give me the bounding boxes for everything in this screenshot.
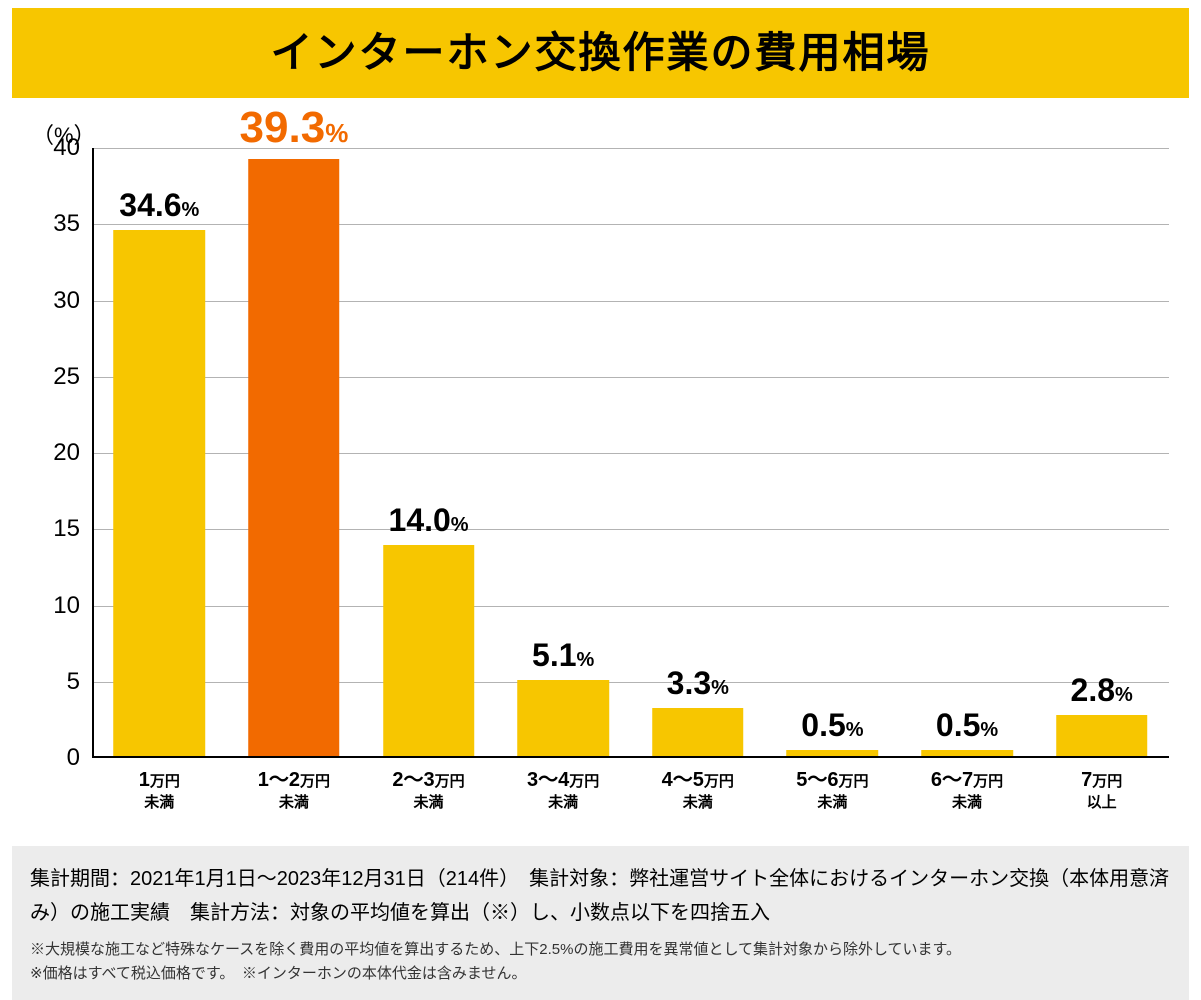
bar	[383, 545, 475, 759]
bar-slot: 0.5%	[765, 148, 900, 758]
bar	[248, 159, 340, 758]
x-tick-label: 6～7万円未満	[900, 768, 1035, 812]
y-tick-label: 35	[53, 210, 80, 238]
x-tick-label: 1万円未満	[92, 768, 227, 812]
bar-value-label: 34.6%	[119, 187, 199, 224]
x-axis-line	[92, 756, 1169, 758]
bar	[652, 708, 744, 758]
y-tick-label: 5	[67, 668, 80, 696]
bar-value-label: 0.5%	[936, 707, 998, 744]
footer-notes: 集計期間：2021年1月1日～2023年12月31日（214件） 集計対象：弊社…	[12, 846, 1189, 1000]
y-tick-label: 15	[53, 515, 80, 543]
bar-value-label: 0.5%	[801, 707, 863, 744]
y-tick-label: 0	[67, 744, 80, 772]
bar-value-label: 5.1%	[532, 637, 594, 674]
bar-slot: 39.3%	[227, 148, 362, 758]
x-tick-label: 7万円以上	[1034, 768, 1169, 812]
bar-value-label: 3.3%	[667, 665, 729, 702]
x-tick-label: 5～6万円未満	[765, 768, 900, 812]
y-tick-label: 25	[53, 363, 80, 391]
bar-value-label: 39.3%	[240, 103, 349, 153]
bar-slot: 5.1%	[496, 148, 631, 758]
y-tick-label: 20	[53, 439, 80, 467]
x-tick-label: 1～2万円未満	[227, 768, 362, 812]
x-tick-label: 4～5万円未満	[631, 768, 766, 812]
bar-slot: 34.6%	[92, 148, 227, 758]
bar	[114, 230, 206, 758]
bar-slot: 2.8%	[1034, 148, 1169, 758]
bar-value-label: 2.8%	[1071, 672, 1133, 709]
bar-value-label: 14.0%	[389, 502, 469, 539]
bar-slot: 3.3%	[631, 148, 766, 758]
bar-chart: （%） 34.6%39.3%14.0%5.1%3.3%0.5%0.5%2.8% …	[12, 118, 1189, 828]
plot-area: 34.6% 39.3% 14.0% 5.1% 3.3% 0.5% 0.5% 2.8%	[92, 148, 1169, 758]
x-tick-labels: 1万円未満1～2万円未満2～3万円未満3～4万円未満4～5万円未満5～6万円未満…	[92, 768, 1169, 812]
footer-line-1: 集計期間：2021年1月1日～2023年12月31日（214件） 集計対象：弊社…	[30, 862, 1171, 930]
bar-slot: 0.5%	[900, 148, 1035, 758]
footer-line-2: ※大規模な施工など特殊なケースを除く費用の平均値を算出するため、上下2.5%の施…	[30, 938, 1171, 986]
bar-slot: 14.0%	[361, 148, 496, 758]
y-tick-label: 40	[53, 134, 80, 162]
bar	[1056, 715, 1148, 758]
y-tick-label: 10	[53, 592, 80, 620]
y-tick-label: 30	[53, 287, 80, 315]
title-bar: インターホン交換作業の費用相場	[12, 8, 1189, 98]
bars-container: 34.6% 39.3% 14.0% 5.1% 3.3% 0.5% 0.5% 2.8%	[92, 148, 1169, 758]
y-axis-line	[92, 148, 94, 758]
x-tick-label: 2～3万円未満	[361, 768, 496, 812]
bar	[517, 680, 609, 758]
y-tick-labels: 0510152025303540	[12, 148, 92, 758]
x-tick-label: 3～4万円未満	[496, 768, 631, 812]
